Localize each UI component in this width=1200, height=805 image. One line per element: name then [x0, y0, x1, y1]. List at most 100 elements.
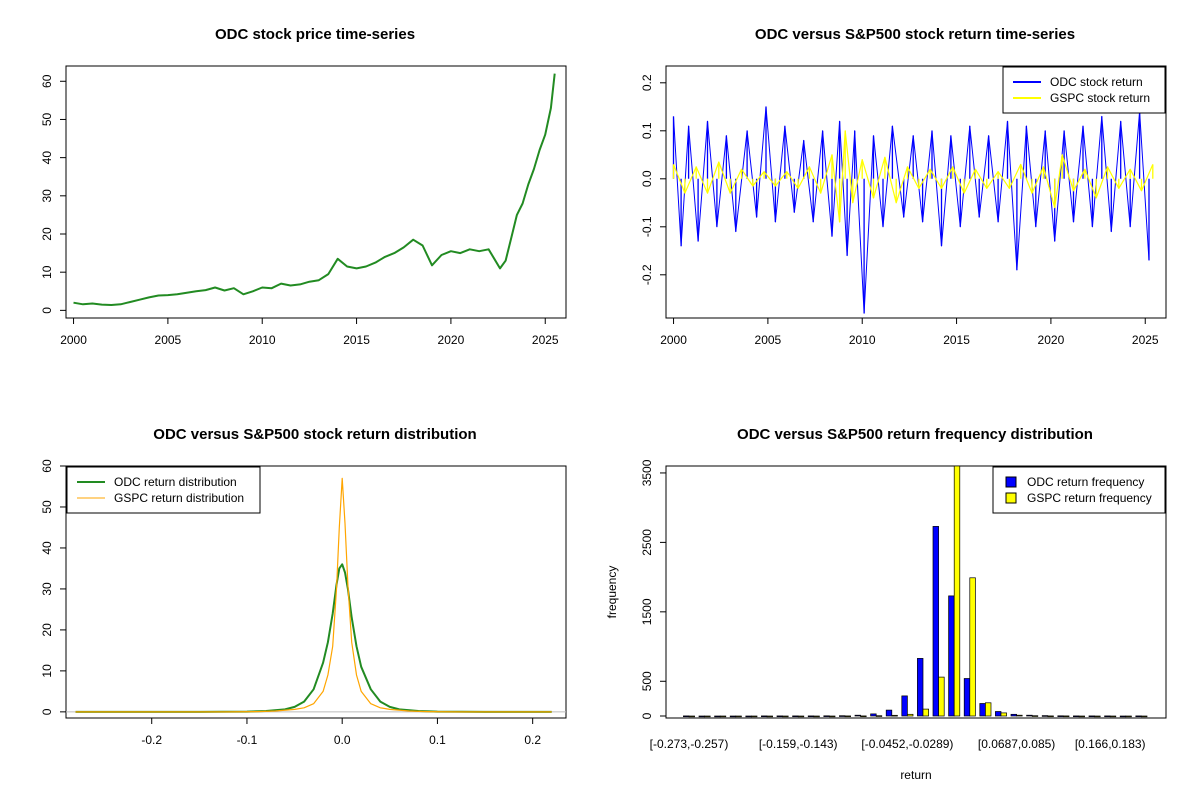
gspc-bar [766, 715, 773, 718]
gspc-bar [1141, 715, 1148, 718]
odc-bar [1057, 715, 1064, 717]
gspc-density-curve [75, 477, 552, 713]
x-tick-label: 0.0 [334, 733, 351, 747]
gspc-bar [688, 715, 695, 718]
odc-bar [917, 658, 924, 717]
odc-bar [698, 715, 705, 718]
x-axis: 2000 2005 2010 2015 2020 2025 [660, 318, 1159, 347]
y-tick-label: 40 [40, 151, 54, 165]
legend-label: GSPC stock return [1050, 91, 1150, 105]
y-axis-label: frequency [605, 566, 619, 619]
plot-frame [65, 465, 567, 719]
legend-label: ODC return distribution [114, 475, 237, 489]
legend-box [1002, 66, 1166, 114]
x-tick-label: 2025 [1132, 333, 1159, 347]
gspc-bar [735, 715, 742, 718]
x-axis: -0.2 -0.1 0.0 0.1 0.2 [141, 718, 541, 747]
x-tick-label: [-0.159,-0.143) [759, 737, 838, 751]
plot-frame [65, 65, 567, 319]
x-tick-label: 2010 [249, 333, 276, 347]
odc-bar [714, 715, 721, 718]
legend-box [992, 466, 1166, 514]
y-tick-label: 50 [40, 500, 54, 514]
odc-bar [683, 715, 690, 718]
odc-bar [870, 713, 877, 717]
plot-area [683, 465, 1148, 718]
odc-bar [1135, 715, 1142, 718]
odc-bar [839, 715, 846, 717]
y-axis: 0 10 20 30 40 50 60 [40, 459, 66, 715]
legend: ODC return distribution GSPC return dist… [66, 466, 261, 514]
plot-area [73, 73, 556, 306]
gspc-bar [704, 715, 711, 718]
y-tick-label: 0 [640, 712, 654, 719]
chart-title: ODC versus S&P500 stock return time-seri… [755, 26, 1075, 43]
y-tick-label: 0.2 [640, 74, 654, 91]
x-axis: [-0.273,-0.257) [-0.159,-0.143) [-0.0452,-… [650, 737, 1146, 751]
odc-bar [979, 703, 986, 717]
y-tick-label: 30 [40, 582, 54, 596]
odc-density-curve [75, 563, 552, 713]
legend-label: ODC return frequency [1027, 475, 1144, 489]
odc-bar [807, 715, 815, 718]
y-tick-label: 10 [40, 265, 54, 279]
x-tick-label: 2015 [343, 333, 370, 347]
gspc-bar [907, 713, 914, 717]
panel-return-frequency: ODC versus S&P500 return frequency distr… [605, 426, 1167, 782]
y-tick-label: 40 [40, 541, 54, 555]
y-tick-label: 30 [40, 189, 54, 203]
legend: ODC stock return GSPC stock return [1002, 66, 1166, 114]
odc-bar [729, 715, 737, 718]
y-tick-label: 10 [40, 664, 54, 678]
y-tick-label: -0.2 [640, 264, 654, 285]
legend-swatch [1005, 476, 1017, 488]
plot-frame [665, 65, 1167, 319]
odc-bar [995, 711, 1002, 717]
x-tick-label: 2000 [660, 333, 687, 347]
gspc-bar [922, 708, 929, 717]
gspc-bar [813, 715, 820, 718]
panel-return-timeseries: ODC versus S&P500 stock return time-seri… [640, 26, 1167, 347]
x-tick-label: [0.0687,0.085) [978, 737, 1055, 751]
x-tick-label: 2025 [532, 333, 559, 347]
x-tick-label: 0.2 [524, 733, 541, 747]
x-tick-label: 0.1 [429, 733, 446, 747]
odc-return-spikes [672, 106, 1150, 314]
gspc-bar [1063, 715, 1070, 718]
gspc-return-line [672, 130, 1154, 223]
y-tick-label: 3500 [640, 459, 654, 486]
odc-bar [932, 526, 939, 717]
gspc-bar [1109, 715, 1117, 718]
legend-label: ODC stock return [1050, 75, 1143, 89]
legend-label: GSPC return frequency [1027, 491, 1152, 505]
x-tick-label: 2010 [849, 333, 876, 347]
y-tick-label: 0.0 [640, 170, 654, 187]
odc-bar [963, 678, 971, 717]
y-tick-label: 60 [40, 459, 54, 473]
gspc-return-spikes [672, 130, 1154, 222]
odc-bar [1119, 715, 1127, 718]
plot-area [66, 477, 566, 713]
gspc-bar [985, 702, 992, 717]
odc-bar [1010, 713, 1017, 717]
chart-title: ODC versus S&P500 stock return distribut… [153, 426, 476, 443]
gspc-bar [1016, 714, 1023, 717]
gspc-bar [875, 715, 883, 717]
y-tick-label: 0 [40, 708, 54, 715]
odc-bar [776, 715, 783, 718]
y-axis: -0.2 -0.1 0.0 0.1 0.2 [640, 74, 666, 285]
gspc-bar [797, 715, 805, 718]
legend-box [66, 466, 261, 514]
x-tick-label: 2020 [438, 333, 465, 347]
y-axis: 0 10 20 30 40 50 60 [40, 74, 66, 314]
legend-label: GSPC return distribution [114, 491, 244, 505]
gspc-bar [1047, 715, 1054, 718]
gspc-bar [1078, 715, 1085, 718]
y-tick-label: 2500 [640, 529, 654, 556]
x-tick-label: [0.166,0.183) [1075, 737, 1146, 751]
odc-bar [745, 715, 752, 718]
plot-area [672, 106, 1154, 314]
gspc-bar [953, 465, 961, 717]
gspc-bar [969, 577, 976, 717]
gspc-bar [938, 676, 945, 717]
